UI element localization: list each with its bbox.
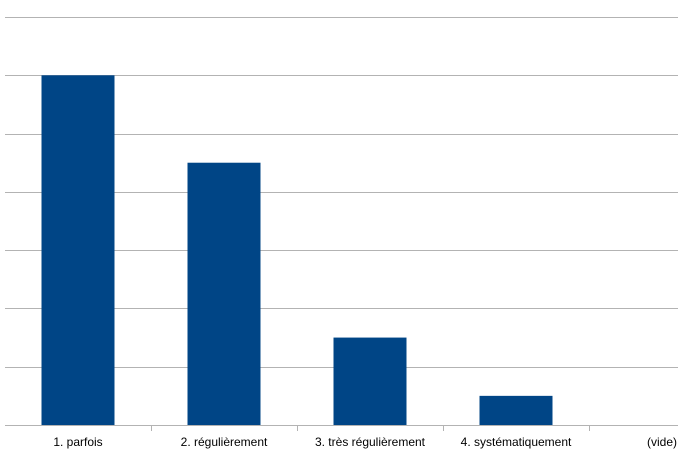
bar [479,395,553,425]
bar [41,75,115,426]
x-tick-label: 2. régulièrement [181,435,268,449]
x-tick-labels: 1. parfois 2. régulièrement 3. très réguli… [53,435,677,449]
x-tick-label: 3. très régulièrement [315,435,426,449]
x-tick-label: (vide) [647,435,677,449]
gridlines [5,17,678,368]
bars [41,75,553,426]
x-axis [5,425,678,431]
x-tick-label: 4. systématiquement [461,435,572,449]
x-tick-label: 1. parfois [53,435,102,449]
bar [187,162,261,425]
bar [333,337,407,425]
